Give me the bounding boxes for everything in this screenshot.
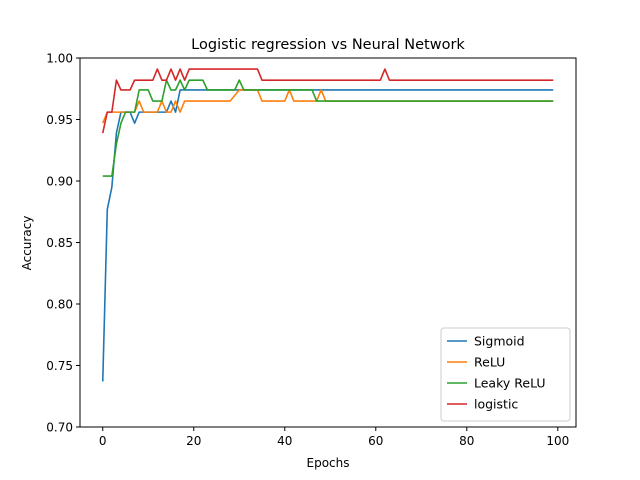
series-line-2 bbox=[102, 89, 554, 124]
chart-title: Logistic regression vs Neural Network bbox=[191, 37, 465, 53]
legend-label: logistic bbox=[474, 397, 518, 412]
series-layer bbox=[101, 68, 554, 382]
x-tick-label: 40 bbox=[277, 434, 292, 448]
x-tick-label: 0 bbox=[99, 434, 107, 448]
y-tick-label: 0.80 bbox=[46, 298, 73, 312]
x-tick-label: 80 bbox=[459, 434, 474, 448]
series-line-4 bbox=[101, 68, 554, 134]
legend-label: ReLU bbox=[474, 355, 505, 370]
x-tick-label: 100 bbox=[546, 434, 569, 448]
y-tick-label: 0.75 bbox=[46, 359, 73, 373]
x-tick-label: 20 bbox=[186, 434, 201, 448]
y-tick-label: 0.85 bbox=[46, 236, 73, 250]
y-tick-label: 1.00 bbox=[46, 52, 73, 66]
x-axis: 0 20 40 60 80 100 bbox=[99, 427, 569, 448]
y-axis: 0.70 0.75 0.80 0.85 0.90 0.95 1.00 bbox=[46, 52, 80, 435]
x-tick-label: 60 bbox=[368, 434, 383, 448]
y-tick-label: 0.95 bbox=[46, 113, 73, 127]
x-axis-title: Epochs bbox=[307, 456, 350, 470]
y-tick-label: 0.90 bbox=[46, 175, 73, 189]
legend-label: Sigmoid bbox=[474, 334, 525, 349]
y-tick-label: 0.70 bbox=[46, 421, 73, 435]
legend-label: Leaky ReLU bbox=[474, 376, 546, 391]
series-line-3 bbox=[102, 79, 554, 177]
legend-box bbox=[440, 327, 571, 422]
y-axis-title: Accuracy bbox=[20, 216, 34, 271]
legend: Sigmoid ReLU Leaky ReLU logistic bbox=[440, 327, 571, 422]
